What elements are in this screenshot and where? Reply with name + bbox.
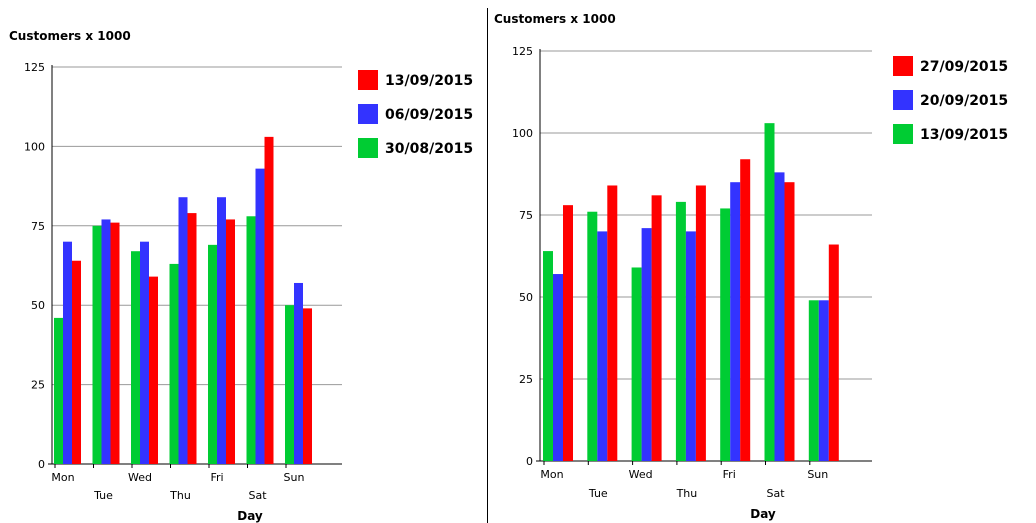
- chart-divider: [487, 8, 488, 523]
- bar-blue: [818, 300, 829, 461]
- y-tick-label: 50: [31, 299, 45, 312]
- bar-blue: [101, 219, 111, 464]
- y-tick-label: 50: [519, 291, 533, 304]
- legend-swatch: [358, 70, 378, 90]
- y-tick-label: 25: [31, 379, 45, 392]
- bar-green: [764, 123, 775, 461]
- bar-red: [149, 276, 158, 464]
- bar-red: [563, 205, 573, 461]
- legend-label: 27/09/2015: [920, 59, 1008, 75]
- bar-green: [587, 211, 598, 461]
- x-tick-label: Wed: [629, 468, 653, 481]
- bar-green: [285, 305, 294, 464]
- bar-blue: [294, 282, 303, 464]
- legend-label: 20/09/2015: [920, 93, 1008, 109]
- y-tick-label: 75: [519, 209, 533, 222]
- bar-red: [784, 182, 795, 461]
- x-tick-label: Wed: [128, 471, 152, 484]
- bar-blue: [774, 172, 785, 462]
- legend-swatch: [893, 124, 913, 144]
- y-tick-label: 25: [519, 373, 533, 386]
- legend-label: 13/09/2015: [385, 73, 473, 89]
- x-tick-label: Sat: [248, 489, 267, 502]
- bar-red: [651, 195, 662, 461]
- bar-green: [720, 208, 731, 461]
- y-tick-label: 0: [38, 458, 45, 471]
- bar-green: [54, 317, 63, 464]
- x-tick-label: Thu: [676, 487, 698, 500]
- legend-label: 13/09/2015: [920, 127, 1008, 143]
- legend-label: 06/09/2015: [385, 107, 473, 123]
- y-tick-label: 100: [24, 140, 45, 153]
- x-axis-label: Day: [750, 507, 776, 521]
- y-tick-label: 125: [512, 45, 533, 58]
- bar-red: [264, 136, 274, 464]
- chart-title: Customers x 1000: [494, 12, 616, 26]
- x-tick-label: Mon: [540, 468, 563, 481]
- bar-red: [740, 159, 751, 462]
- bar-green: [169, 263, 179, 464]
- y-tick-label: 100: [512, 127, 533, 140]
- bar-red: [110, 222, 120, 464]
- x-tick-label: Thu: [169, 489, 191, 502]
- y-tick-label: 125: [24, 61, 45, 74]
- y-tick-label: 75: [31, 220, 45, 233]
- x-tick-label: Fri: [210, 471, 223, 484]
- bar-green: [208, 244, 217, 464]
- bar-green: [631, 267, 642, 461]
- bar-blue: [730, 182, 741, 461]
- bar-red: [828, 244, 839, 461]
- x-tick-label: Sun: [807, 468, 828, 481]
- bar-blue: [641, 228, 652, 461]
- bar-green: [131, 251, 140, 464]
- legend-label: 30/08/2015: [385, 141, 473, 157]
- bar-green: [246, 216, 256, 464]
- bar-blue: [597, 231, 608, 461]
- bar-blue: [217, 197, 226, 464]
- legend-swatch: [358, 138, 378, 158]
- bar-blue: [63, 241, 72, 464]
- bar-red: [226, 219, 235, 464]
- bar-blue: [553, 274, 563, 461]
- chart-right: Customers x 1000 Day 0 25 50 75 100 125 Mon Tue…: [494, 12, 1008, 521]
- legend-swatch: [893, 56, 913, 76]
- y-tick-label: 0: [526, 455, 533, 468]
- legend-swatch: [893, 90, 913, 110]
- x-tick-label: Tue: [93, 489, 113, 502]
- bar-red: [187, 213, 197, 464]
- bar-blue: [255, 168, 265, 464]
- bar-blue: [685, 231, 696, 461]
- bar-red: [303, 308, 312, 464]
- bar-red: [695, 185, 706, 462]
- x-tick-label: Fri: [723, 468, 736, 481]
- x-tick-label: Sun: [284, 471, 305, 484]
- chart-left: Customers x 1000 Day 0 25 50 75 100 125 Mon Tue…: [9, 29, 473, 523]
- bar-blue: [140, 241, 149, 464]
- x-tick-label: Tue: [588, 487, 608, 500]
- bar-blue: [178, 197, 188, 464]
- x-tick-label: Mon: [51, 471, 74, 484]
- bar-green: [808, 300, 819, 461]
- chart-title: Customers x 1000: [9, 29, 131, 43]
- legend-swatch: [358, 104, 378, 124]
- bar-red: [72, 260, 81, 464]
- bar-green: [543, 251, 553, 461]
- bar-green: [92, 225, 102, 464]
- bar-green: [675, 201, 686, 461]
- x-tick-label: Sat: [766, 487, 785, 500]
- bar-red: [607, 185, 618, 462]
- x-axis-label: Day: [237, 509, 263, 523]
